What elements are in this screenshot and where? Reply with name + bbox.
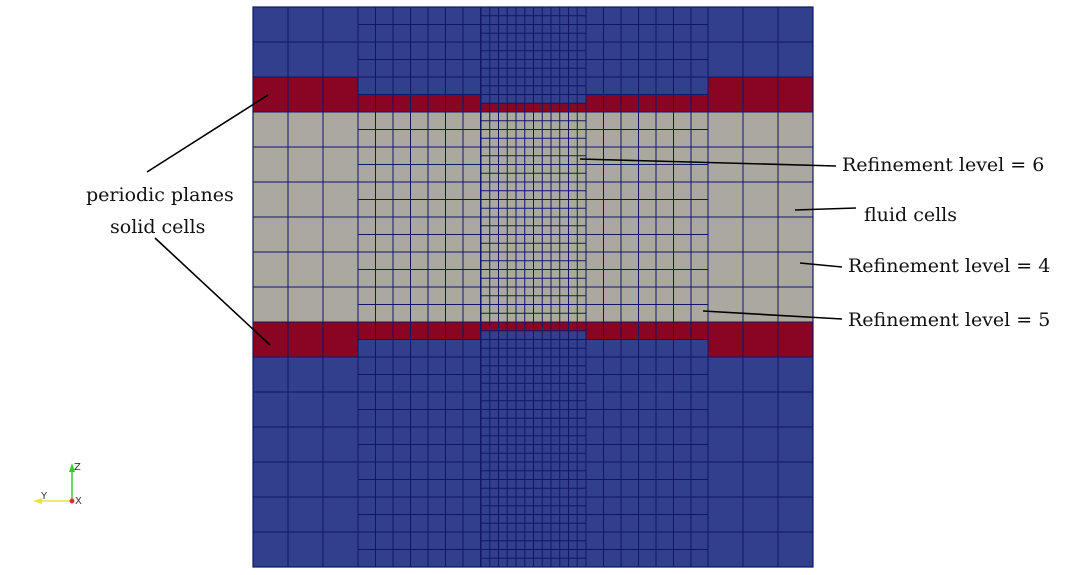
solid-band-bottom-mid-left — [358, 322, 481, 339]
solid-band-bottom-coarse-left — [253, 322, 358, 357]
label-fluid-cells: fluid cells — [864, 204, 957, 226]
leader-fluid-cells — [794, 207, 857, 211]
label-solid-cells: solid cells — [110, 216, 206, 238]
label-periodic-planes: periodic planes — [86, 184, 234, 206]
solid-band-top-mid-right — [586, 95, 709, 112]
z-axis-arrow — [69, 463, 75, 472]
solid-band-top-coarse-right — [708, 77, 813, 112]
solid-band-top-mid-left — [358, 95, 481, 112]
label-refinement-5: Refinement level = 5 — [848, 309, 1051, 331]
leader-periodic-planes — [146, 94, 269, 173]
x-axis-label: X — [75, 496, 82, 507]
solid-band-bottom-coarse-right — [708, 322, 813, 357]
leader-solid-cells — [154, 237, 271, 346]
mesh-border — [252, 6, 814, 568]
axes-triad: Z Y X — [33, 462, 82, 507]
leader-refinement-5 — [702, 310, 843, 320]
solid-band-bottom-mid-right — [586, 322, 709, 339]
annotation-leaders — [146, 94, 857, 346]
y-axis-arrow — [33, 498, 42, 504]
label-refinement-6: Refinement level = 6 — [842, 154, 1045, 176]
y-axis-label: Y — [40, 491, 48, 502]
mesh-grid-lines — [252, 6, 814, 568]
solid-band-top-coarse-left — [253, 77, 358, 112]
leader-refinement-6 — [579, 158, 837, 167]
leader-refinement-4 — [799, 262, 843, 268]
z-axis-label: Z — [74, 462, 81, 473]
label-refinement-4: Refinement level = 4 — [848, 255, 1051, 277]
x-axis-point — [69, 498, 75, 504]
